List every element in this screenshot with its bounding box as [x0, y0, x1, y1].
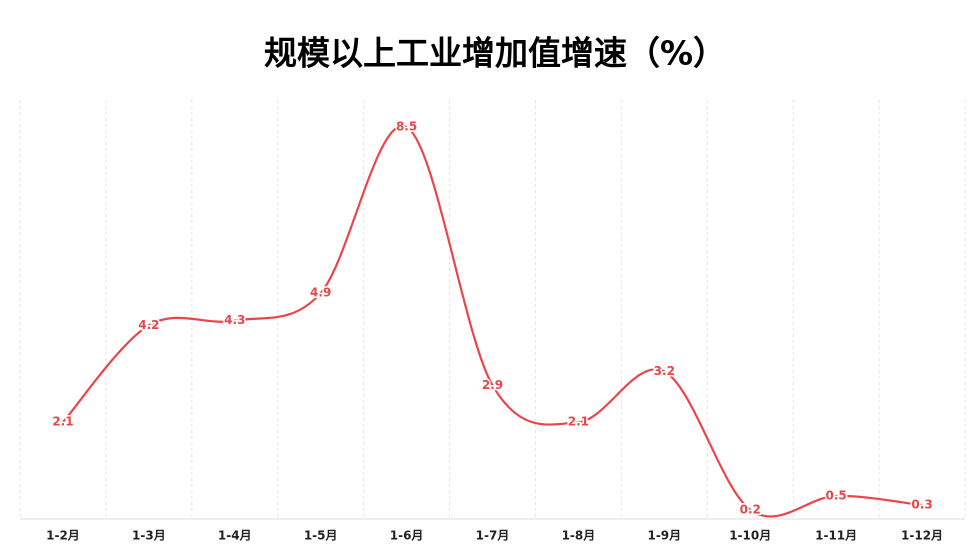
- value-label: 2.1: [52, 415, 73, 429]
- value-label: 3.2: [654, 364, 675, 378]
- value-label: 4.2: [138, 318, 159, 332]
- value-label: 0.5: [826, 488, 847, 502]
- value-label: 2.9: [482, 378, 503, 392]
- x-tick-label: 1-2月: [46, 529, 80, 543]
- x-tick-label: 1-10月: [729, 529, 771, 543]
- x-tick-label: 1-11月: [815, 529, 857, 543]
- value-label: 0.2: [740, 502, 761, 516]
- x-tick-label: 1-8月: [562, 529, 596, 543]
- x-tick-label: 1-3月: [132, 529, 166, 543]
- x-tick-label: 1-4月: [218, 529, 252, 543]
- x-tick-label: 1-12月: [901, 529, 943, 543]
- value-label: 2.1: [568, 415, 589, 429]
- value-label: 4.9: [310, 286, 331, 300]
- x-tick-label: 1-7月: [476, 529, 510, 543]
- x-tick-label: 1-9月: [647, 529, 681, 543]
- value-label: 0.3: [911, 498, 932, 512]
- value-label: 4.3: [224, 313, 245, 327]
- value-label: 8.5: [396, 120, 417, 134]
- chart-title: 规模以上工业增加值增速（%）: [264, 34, 726, 73]
- x-tick-label: 1-6月: [390, 529, 424, 543]
- line: [62, 124, 923, 518]
- x-tick-label: 1-5月: [304, 529, 338, 543]
